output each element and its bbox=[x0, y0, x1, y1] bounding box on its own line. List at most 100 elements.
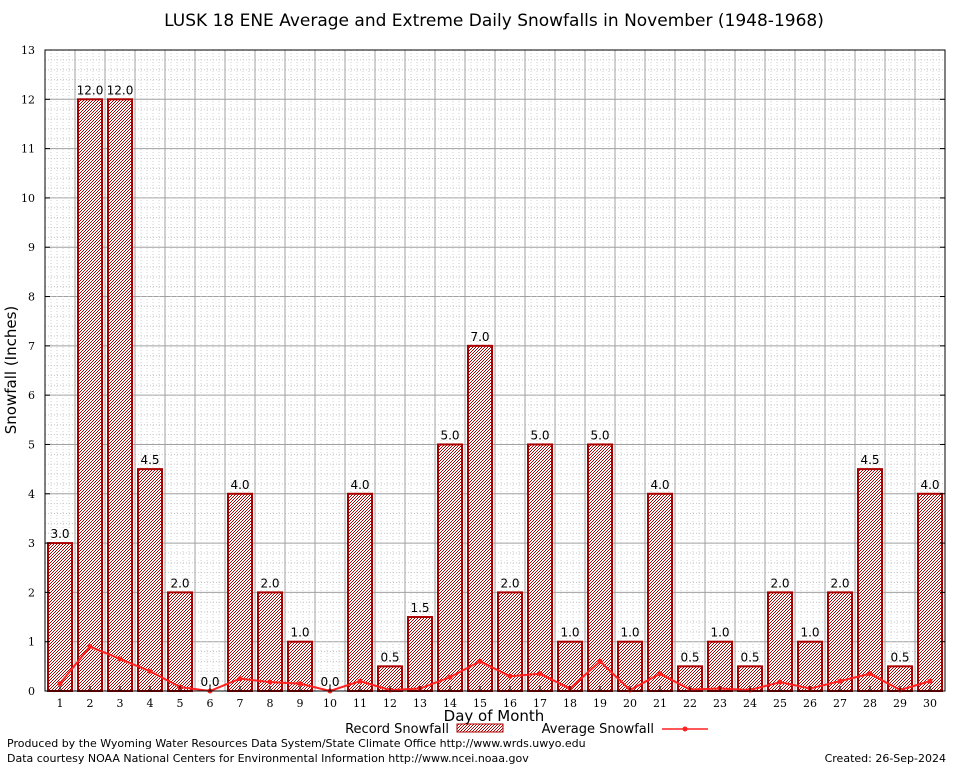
x-tick-label: 23 bbox=[713, 697, 727, 710]
average-point-day-27 bbox=[837, 678, 843, 684]
x-axis-label: Day of Month bbox=[444, 707, 545, 725]
y-tick-label: 1 bbox=[28, 636, 35, 649]
bar-record-day-19 bbox=[587, 443, 613, 693]
y-tick-label: 3 bbox=[28, 537, 35, 550]
bar-label: 4.5 bbox=[140, 453, 159, 467]
average-point-day-1 bbox=[57, 681, 63, 687]
x-tick-label: 24 bbox=[743, 697, 757, 710]
x-tick-label: 22 bbox=[683, 697, 697, 710]
bar-label: 0.0 bbox=[200, 675, 219, 689]
bar-record-day-30 bbox=[917, 492, 943, 692]
bar-label: 0.5 bbox=[380, 650, 399, 664]
x-tick-label: 12 bbox=[383, 697, 397, 710]
bar-record-day-4 bbox=[137, 468, 163, 692]
y-tick-label: 5 bbox=[28, 438, 35, 451]
bar-record-day-25 bbox=[767, 591, 793, 693]
bar-label: 1.0 bbox=[620, 626, 639, 640]
x-tick-label: 26 bbox=[803, 697, 817, 710]
average-point-day-7 bbox=[237, 676, 243, 682]
bar-record-day-8 bbox=[257, 591, 283, 693]
x-tick-label: 11 bbox=[353, 697, 367, 710]
average-point-day-16 bbox=[507, 673, 513, 679]
legend-label-record: Record Snowfall bbox=[345, 722, 449, 737]
bar-label: 1.0 bbox=[800, 626, 819, 640]
y-tick-label: 13 bbox=[21, 44, 35, 57]
bar-label: 4.0 bbox=[920, 478, 939, 492]
x-tick-label: 30 bbox=[923, 697, 937, 710]
y-tick-label: 2 bbox=[28, 586, 35, 599]
x-axis: 1 2 3 4 5 6 7 8 9 10 11 12 13 14 15 16 17 18 19 20 21 22 23 24 2… bbox=[57, 686, 937, 710]
bar-record-day-11 bbox=[347, 492, 373, 692]
x-tick-label: 16 bbox=[503, 697, 517, 710]
legend-marker-average bbox=[682, 726, 688, 732]
bar-label: 1.0 bbox=[710, 626, 729, 640]
x-tick-label: 19 bbox=[593, 697, 607, 710]
bar-label: 12.0 bbox=[77, 83, 104, 97]
average-snowfall-line bbox=[59, 645, 931, 693]
bar-record-day-13 bbox=[407, 616, 433, 692]
x-tick-label: 18 bbox=[563, 697, 577, 710]
bar-label: 4.5 bbox=[860, 453, 879, 467]
bar-record-day-18 bbox=[557, 640, 583, 693]
bar-label: 1.0 bbox=[560, 626, 579, 640]
x-tick-label: 7 bbox=[237, 697, 244, 710]
x-tick-label: 15 bbox=[473, 697, 487, 710]
bar-label: 7.0 bbox=[470, 330, 489, 344]
average-point-day-15 bbox=[477, 658, 483, 664]
bar-label: 1.5 bbox=[410, 601, 429, 615]
bar-label: 4.0 bbox=[650, 478, 669, 492]
x-tick-label: 8 bbox=[267, 697, 274, 710]
average-point-day-28 bbox=[867, 671, 873, 677]
x-tick-label: 2 bbox=[87, 697, 94, 710]
plot-border bbox=[44, 49, 946, 692]
bar-label: 5.0 bbox=[440, 428, 459, 442]
average-point-day-8 bbox=[267, 679, 273, 685]
footer-created: Created: 26-Sep-2024 bbox=[824, 752, 946, 765]
bar-record-day-2 bbox=[77, 98, 103, 693]
bar-label: 0.0 bbox=[320, 675, 339, 689]
y-axis-label: Snowfall (Inches) bbox=[2, 306, 20, 434]
average-point-day-30 bbox=[927, 678, 933, 684]
x-tick-label: 25 bbox=[773, 697, 787, 710]
legend-label-average: Average Snowfall bbox=[542, 722, 654, 737]
x-tick-label: 10 bbox=[323, 697, 337, 710]
footer-produced-by: Produced by the Wyoming Water Resources … bbox=[7, 737, 586, 750]
y-tick-label: 10 bbox=[21, 192, 35, 205]
bar-label: 0.5 bbox=[740, 650, 759, 664]
bar-record-day-28 bbox=[857, 468, 883, 692]
bar-record-day-5 bbox=[167, 591, 193, 693]
bar-labels: 3.0 12.0 12.0 4.5 2.0 0.0 4.0 2.0 1.0 0.0 4.0 0.5 1.… bbox=[50, 83, 939, 689]
average-point-day-14 bbox=[447, 674, 453, 680]
bar-record-day-21 bbox=[647, 492, 673, 692]
bar-label: 5.0 bbox=[590, 428, 609, 442]
y-tick-label: 7 bbox=[28, 340, 35, 353]
x-tick-label: 6 bbox=[207, 697, 214, 710]
x-tick-label: 3 bbox=[117, 697, 124, 710]
x-tick-label: 14 bbox=[443, 697, 457, 710]
x-tick-label: 28 bbox=[863, 697, 877, 710]
x-tick-label: 27 bbox=[833, 697, 847, 710]
bar-label: 1.0 bbox=[290, 626, 309, 640]
bar-label: 2.0 bbox=[260, 576, 279, 590]
bar-record-day-7 bbox=[227, 492, 253, 692]
x-tick-label: 17 bbox=[533, 697, 547, 710]
average-point-day-2 bbox=[87, 644, 93, 650]
y-tick-label: 4 bbox=[28, 488, 35, 501]
y-tick-label: 9 bbox=[28, 241, 35, 254]
y-tick-label: 8 bbox=[28, 291, 35, 304]
bar-label: 0.5 bbox=[680, 650, 699, 664]
y-tick-label: 6 bbox=[28, 389, 35, 402]
legend-swatch-record bbox=[456, 723, 504, 733]
x-tick-label: 4 bbox=[147, 697, 154, 710]
bar-record-day-20 bbox=[617, 640, 643, 693]
x-tick-label: 5 bbox=[177, 697, 184, 710]
y-tick-label: 11 bbox=[21, 143, 35, 156]
average-point-day-25 bbox=[777, 679, 783, 685]
bar-record-day-1 bbox=[47, 542, 73, 692]
average-point-day-17 bbox=[537, 671, 543, 677]
bar-label: 2.0 bbox=[770, 576, 789, 590]
bar-label: 3.0 bbox=[50, 527, 69, 541]
average-point-day-21 bbox=[657, 671, 663, 677]
